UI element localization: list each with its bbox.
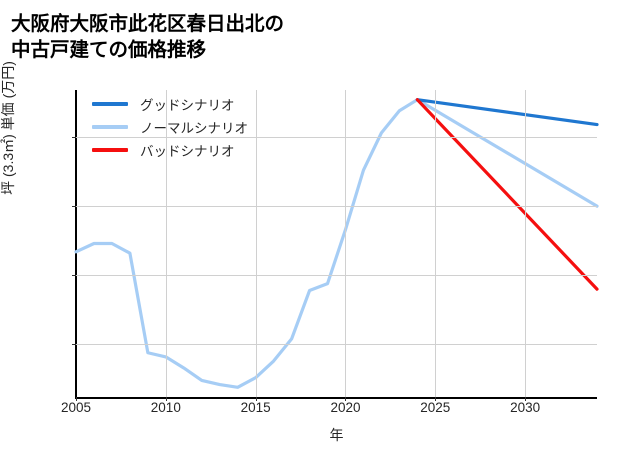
x-gridline [435,90,437,397]
y-gridline [76,206,597,208]
x-tick-label: 2020 [330,400,361,415]
series-line [415,98,599,291]
x-tick-mark [76,397,77,401]
x-tick-label: 2015 [240,400,271,415]
x-tick-mark [345,397,347,401]
y-axis-spine [75,90,77,399]
y-gridline [76,137,597,139]
x-tick-label: 2025 [420,400,451,415]
x-tick-mark [435,397,437,401]
x-gridline [255,90,257,397]
x-gridline [165,90,167,397]
y-gridline [76,275,597,277]
y-tick-mark [72,275,76,277]
legend-item-label: グッドシナリオ [140,97,235,113]
legend-color-swatch [92,101,128,106]
legend-color-swatch [92,124,128,129]
plot-area: 50556065200520102015202020252030 [61,90,599,415]
x-tick-label: 2030 [510,400,541,415]
y-tick-mark [72,344,76,346]
x-tick-label: 2005 [60,400,92,415]
chart-legend: グッドシナリオ ノーマルシナリオ バッドシナリオ [92,92,322,161]
x-tick-mark [255,397,257,401]
y-tick-mark [72,206,76,208]
y-axis-title: 坪 (3.3㎡) 単価 (万円) [0,61,16,195]
legend-item[interactable]: グッドシナリオ [92,92,322,115]
x-axis-title: 年 [329,427,344,443]
y-tick-mark [72,137,76,139]
legend-item[interactable]: ノーマルシナリオ [92,115,322,138]
x-tick-mark [165,397,167,401]
legend-item-label: ノーマルシナリオ [140,120,248,136]
x-axis-spine [75,397,597,399]
legend-item-label: バッドシナリオ [140,143,235,159]
y-gridline [76,344,597,346]
x-tick-label: 2010 [150,400,181,415]
legend-color-swatch [92,147,128,152]
x-tick-mark [525,397,527,401]
legend-item[interactable]: バッドシナリオ [92,138,322,161]
page-title: 大阪府大阪市此花区春日出北の 中古戸建ての価格推移 [11,13,285,61]
series-line [415,98,599,127]
x-gridline [525,90,527,397]
x-gridline [345,90,347,397]
